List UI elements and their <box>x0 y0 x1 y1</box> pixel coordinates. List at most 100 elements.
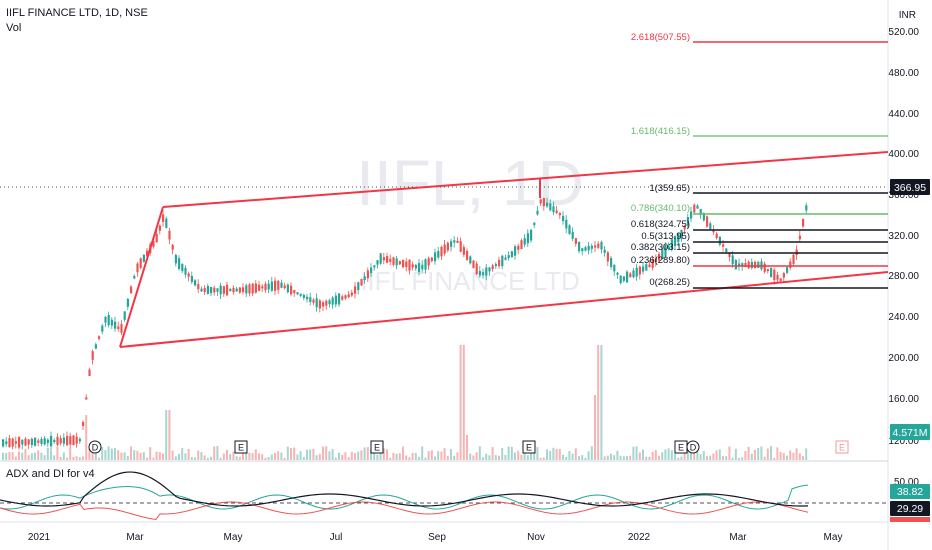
candle-body <box>299 293 302 296</box>
channel-drawing[interactable] <box>119 151 889 348</box>
candle-body <box>2 439 5 447</box>
volume-bar <box>491 447 494 460</box>
volume-bar <box>331 448 334 460</box>
fib-label-786: 0.786(340.10) <box>631 203 690 214</box>
symbol-title[interactable]: IIFL FINANCE LTD, 1D, NSE <box>6 7 148 19</box>
volume-bar <box>187 448 190 460</box>
fib-label-618: 0.618(324.75) <box>631 219 690 230</box>
volume-bar <box>94 447 97 460</box>
volume-bar <box>82 456 84 460</box>
candle-body <box>126 298 129 307</box>
volume-bar <box>334 457 337 460</box>
volume-bar <box>747 446 750 460</box>
earnings-marker-label: E <box>374 443 380 453</box>
volume-bar <box>613 455 616 460</box>
candle-body <box>75 436 78 444</box>
volume-bar <box>117 450 120 460</box>
candle-body <box>306 296 309 300</box>
volume-bar <box>661 452 664 460</box>
volume-bar <box>450 449 452 460</box>
candle-body <box>638 266 641 275</box>
volume-bar <box>424 457 427 460</box>
volume-bar <box>773 457 776 460</box>
candle-body <box>110 319 113 326</box>
candle-body <box>85 397 88 400</box>
candle-body <box>232 287 235 293</box>
volume-legend[interactable]: Vol <box>6 22 22 34</box>
volume-bar <box>27 455 30 460</box>
candle-body <box>440 246 443 257</box>
candle-body <box>254 283 257 293</box>
candle-body <box>104 316 107 323</box>
candle-body <box>130 286 133 294</box>
candle-body <box>584 247 587 251</box>
candle-body <box>725 248 728 253</box>
volume-bar <box>629 455 632 460</box>
candle-body <box>747 261 750 269</box>
volume-bar <box>53 455 56 460</box>
candle-body <box>590 245 593 249</box>
candle-body <box>43 438 46 445</box>
time-axis[interactable]: 2021 Mar May Jul Sep Nov 2022 Mar May <box>28 532 843 543</box>
volume-bar <box>578 456 580 460</box>
volume-bar <box>635 446 638 460</box>
candle-body <box>222 286 225 294</box>
candle-body <box>27 439 30 445</box>
candle-body <box>264 283 267 291</box>
volume-bar <box>78 457 81 460</box>
event-markers[interactable]: D E E E E D E <box>88 440 849 454</box>
candle-body <box>190 275 193 282</box>
candle-body <box>514 246 517 256</box>
indicator-title[interactable]: ADX and DI for v4 <box>6 468 95 480</box>
volume-bar <box>667 448 670 460</box>
candle-body <box>536 210 539 215</box>
volume-bar <box>136 450 139 460</box>
candle-body <box>571 231 574 239</box>
volume-bar <box>213 446 216 460</box>
volume-bar <box>466 435 468 460</box>
volume-bar <box>101 447 104 460</box>
volume-bar <box>696 450 699 460</box>
adx-pane[interactable]: 50.00 38.82 29.29 <box>0 471 930 522</box>
price-tick: 520.00 <box>888 27 919 38</box>
time-tick: 2022 <box>628 532 651 543</box>
candle-body <box>597 243 600 248</box>
candle-body <box>187 273 190 277</box>
candle-body <box>66 435 69 446</box>
fib-label-382: 0.382(303.15) <box>631 242 690 253</box>
candle-body <box>475 263 478 275</box>
price-axis-unit: INR <box>899 10 916 21</box>
volume-bar <box>325 446 328 460</box>
candle-body <box>123 311 126 320</box>
volume-bar <box>725 456 728 460</box>
volume-bar <box>693 449 696 460</box>
volume-bar <box>421 446 424 460</box>
candle-body <box>72 435 75 446</box>
price-axis[interactable]: 520.00 480.00 440.00 400.00 360.00 320.0… <box>888 10 919 447</box>
candle-body <box>651 258 654 268</box>
candle-body <box>200 288 203 292</box>
volume-bar <box>453 455 456 460</box>
volume-bar <box>507 446 510 460</box>
candle-body <box>328 300 331 305</box>
volume-bar <box>555 448 558 460</box>
candle-body <box>446 242 449 251</box>
candle-body <box>357 282 360 290</box>
volume-bar <box>59 456 62 460</box>
candle-body <box>405 261 408 268</box>
volume-bar <box>366 447 369 460</box>
volume-bar <box>165 410 168 460</box>
candle-body <box>693 204 696 213</box>
candle-body <box>578 241 581 252</box>
candle-body <box>30 438 33 445</box>
candle-body <box>469 256 472 264</box>
volume-bar <box>565 456 568 460</box>
volume-bar <box>805 448 808 460</box>
candle-body <box>245 285 248 294</box>
fib-extension[interactable]: 2.618(507.55) 1.618(416.15) 1(359.65) 0.… <box>631 32 888 289</box>
candle-body <box>302 294 305 298</box>
volume-bar <box>792 452 795 460</box>
candle-body <box>341 296 344 300</box>
volume-bar <box>738 457 740 460</box>
